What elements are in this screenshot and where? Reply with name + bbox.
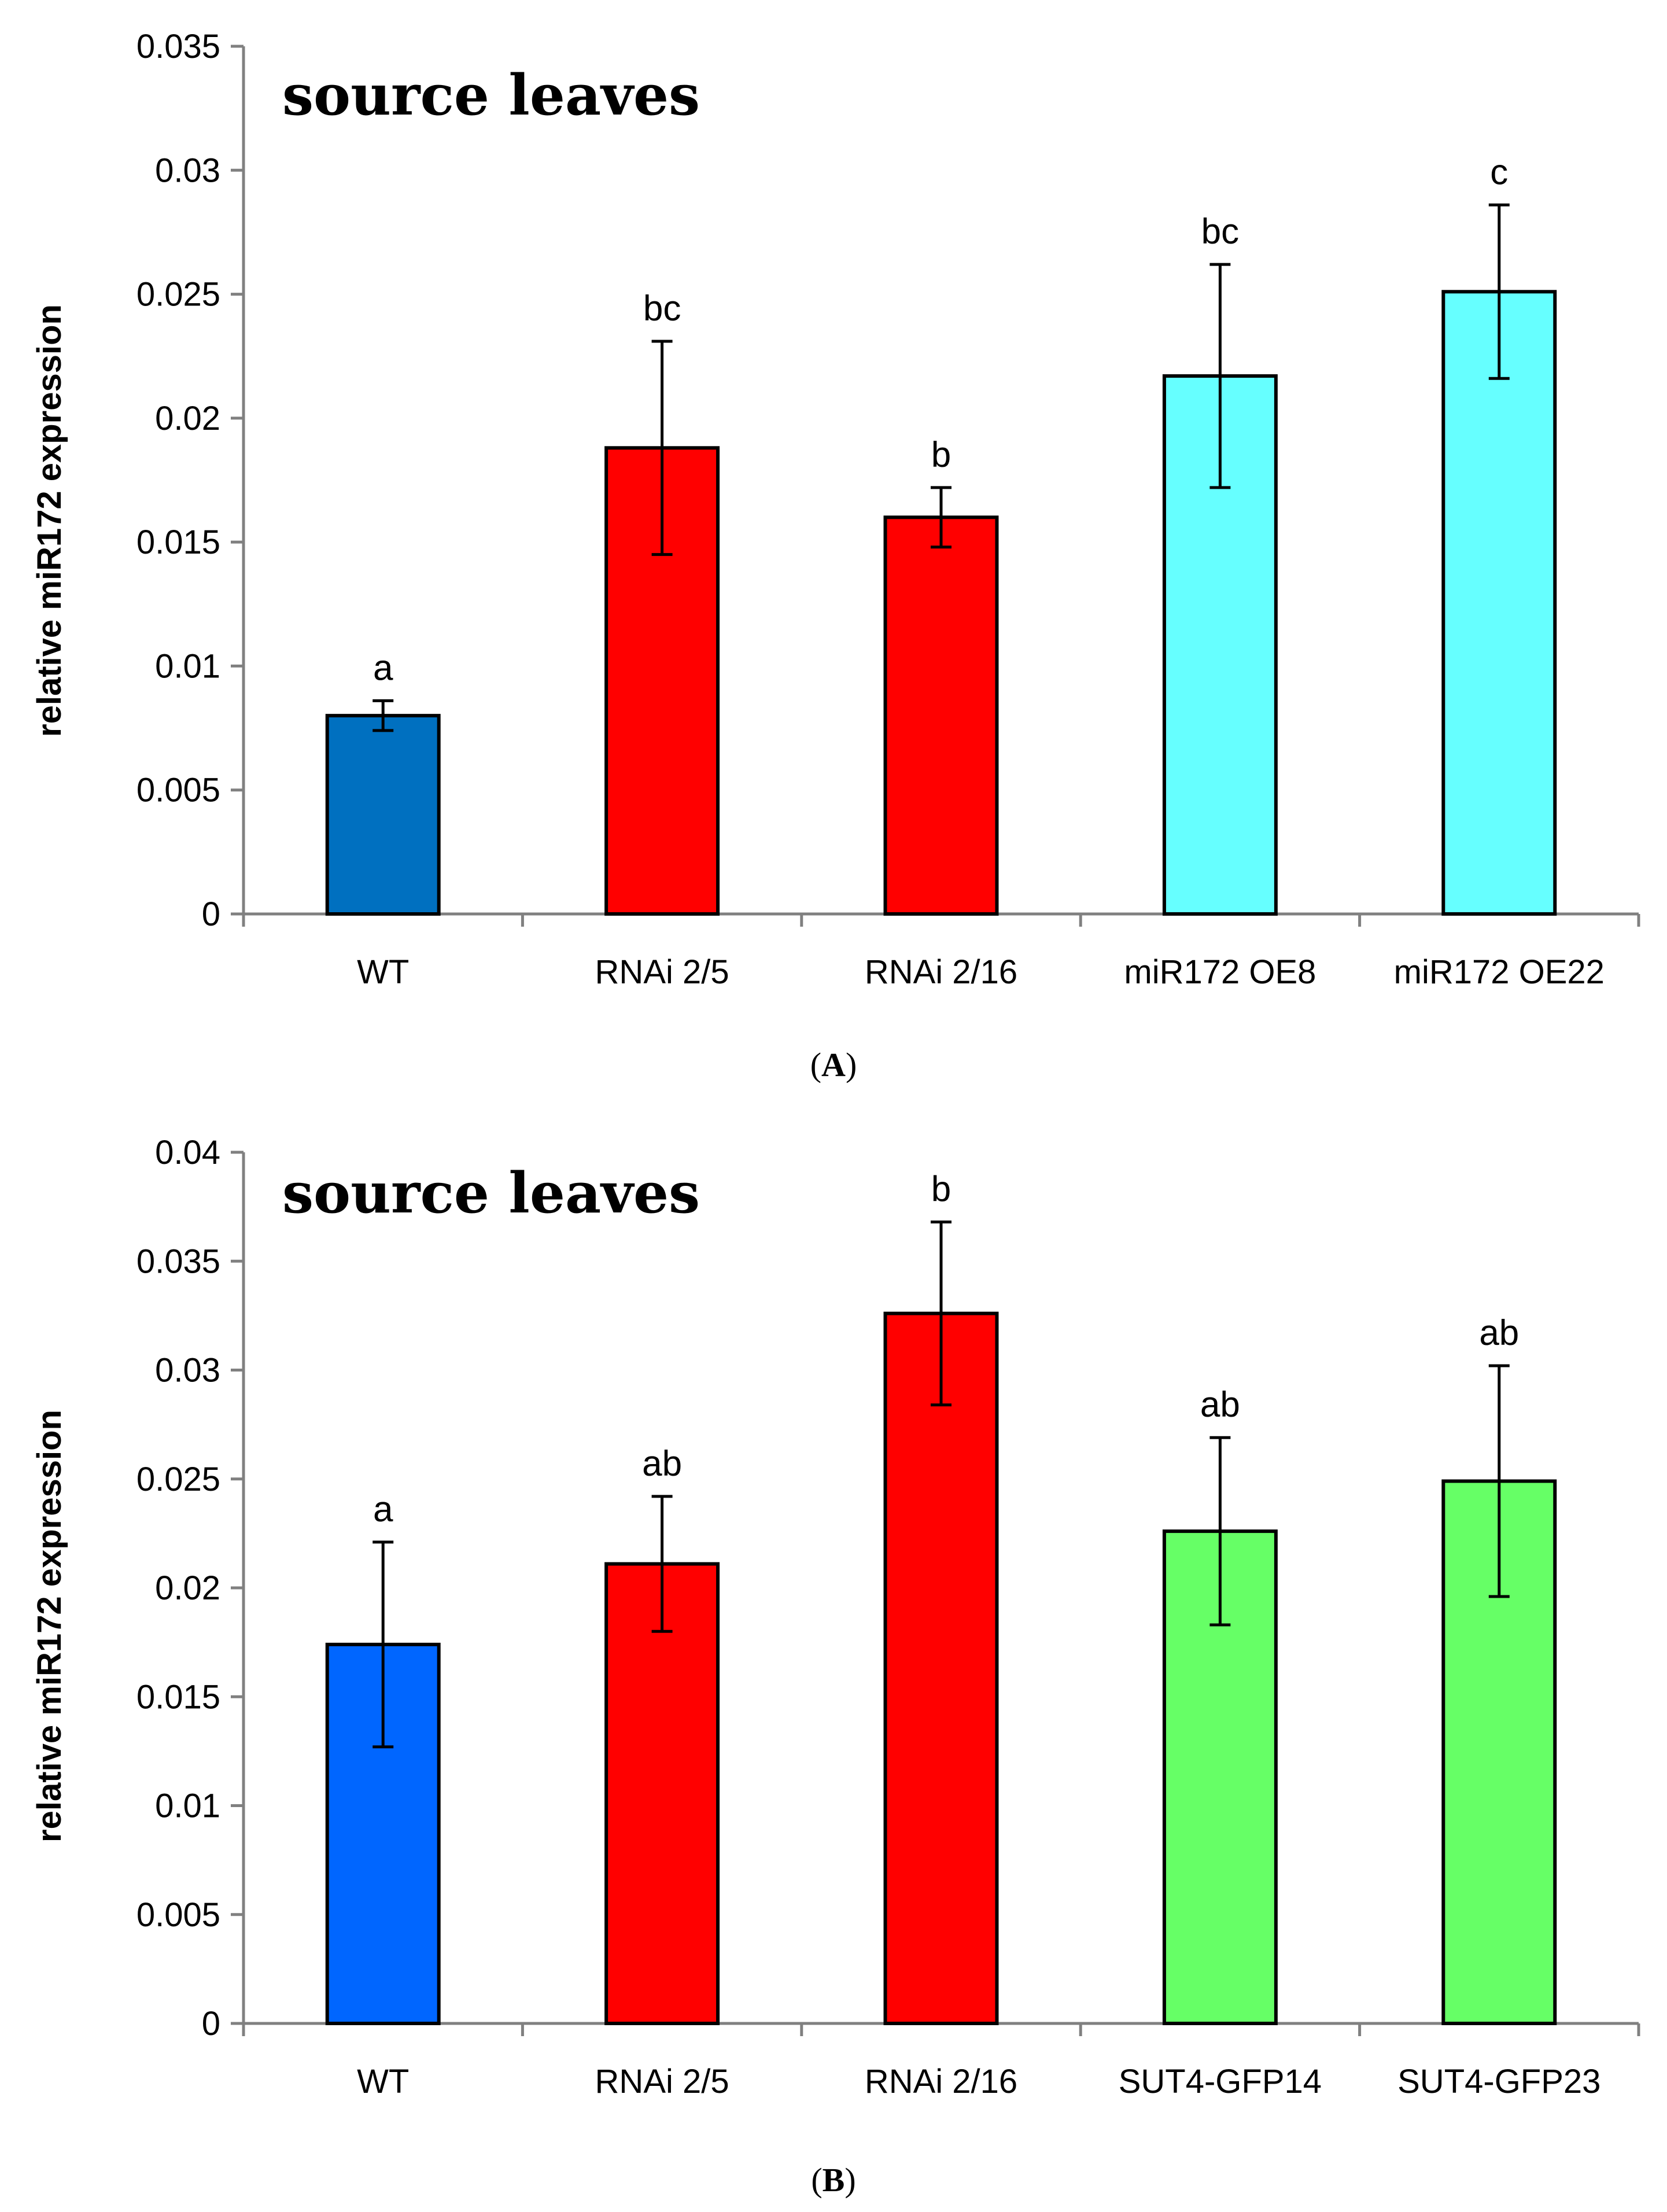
chart-a-bar [325, 714, 441, 916]
chart-b-y-tick-label: 0.01 [155, 1787, 220, 1825]
chart-a-x-tick-label: RNAi 2/16 [865, 953, 1017, 991]
chart-a-y-tick-label: 0.015 [137, 523, 220, 561]
chart-b-y-tick-label: 0.04 [155, 1134, 220, 1171]
chart-a-svg: source leaves relative miR172 expression… [31, 28, 1640, 1083]
chart-b-bar [883, 1311, 999, 2025]
chart-a-y-tick-label: 0.005 [137, 772, 220, 809]
chart-b-significance-label: a [373, 1490, 393, 1529]
chart-b-inset-title: source leaves [282, 1160, 700, 1226]
chart-b-x-tick-label: SUT4-GFP14 [1119, 2063, 1322, 2100]
chart-b-bar [604, 1562, 720, 2025]
chart-b-svg: source leaves relative miR172 expression… [31, 1134, 1640, 2199]
chart-b-x-tick-label: RNAi 2/16 [865, 2063, 1017, 2100]
chart-b-panel-label: (B) [811, 2161, 855, 2199]
chart-a-significance-label: bc [643, 289, 681, 329]
chart-b-significance-label: b [931, 1169, 951, 1209]
chart-a-panel-label: (A) [810, 1046, 857, 1083]
chart-panel-b: source leaves relative miR172 expression… [0, 1106, 1667, 2212]
chart-b-y-tick-label: 0.015 [137, 1678, 220, 1716]
chart-b-x-tick-label: RNAi 2/5 [595, 2063, 729, 2100]
chart-a-x-tick-label: WT [357, 953, 409, 991]
chart-b-significance-label: ab [642, 1444, 682, 1484]
chart-b-y-tick-label: 0.02 [155, 1569, 220, 1607]
chart-b-significance-label: ab [1200, 1385, 1240, 1425]
chart-a-x-tick-label: miR172 OE8 [1124, 953, 1316, 991]
chart-a-significance-label: bc [1201, 212, 1239, 252]
chart-a-y-tick-label: 0.03 [155, 152, 220, 189]
chart-b-y-tick-label: 0.03 [155, 1352, 220, 1389]
chart-b-plot: 0 0.005 0.01 0.015 0.02 0.025 0.03 0.035 0.04 a WT… [137, 1134, 1640, 2100]
chart-a-y-tick-label: 0.01 [155, 647, 220, 685]
chart-a-significance-label: a [373, 648, 393, 688]
chart-a-inset-title: source leaves [282, 62, 700, 128]
chart-panel-a: source leaves relative miR172 expression… [31, 28, 1640, 1083]
chart-b-y-tick-label: 0.035 [137, 1243, 220, 1280]
chart-b-significance-label: ab [1479, 1313, 1519, 1353]
chart-a-bar [1441, 290, 1557, 916]
chart-a-y-tick-label: 0.02 [155, 400, 220, 437]
chart-a-y-axis-label: relative miR172 expression [31, 304, 68, 737]
chart-b-y-axis-label: relative miR172 expression [31, 1410, 68, 1842]
chart-b-y-tick-label: 0 [202, 2005, 220, 2043]
chart-b-y-tick-label: 0.005 [137, 1896, 220, 1934]
chart-b-y-tick-label: 0.025 [137, 1461, 220, 1498]
chart-a-plot: 00.0050.010.0150.020.0250.030.035aWTbcRN… [137, 28, 1640, 991]
chart-a-bar [883, 515, 999, 916]
chart-b-bar [325, 1642, 441, 2025]
chart-a-significance-label: c [1490, 152, 1508, 192]
chart-a-x-tick-label: miR172 OE22 [1394, 953, 1605, 991]
chart-a-y-tick-label: 0.035 [137, 28, 220, 65]
chart-b-x-tick-label: SUT4-GFP23 [1397, 2063, 1600, 2100]
chart-a-y-tick-label: 0.025 [137, 276, 220, 314]
chart-a-y-tick-label: 0 [202, 895, 220, 933]
chart-b-x-tick-label: WT [357, 2063, 409, 2100]
chart-a-x-tick-label: RNAi 2/5 [595, 953, 729, 991]
chart-a-significance-label: b [931, 435, 951, 475]
